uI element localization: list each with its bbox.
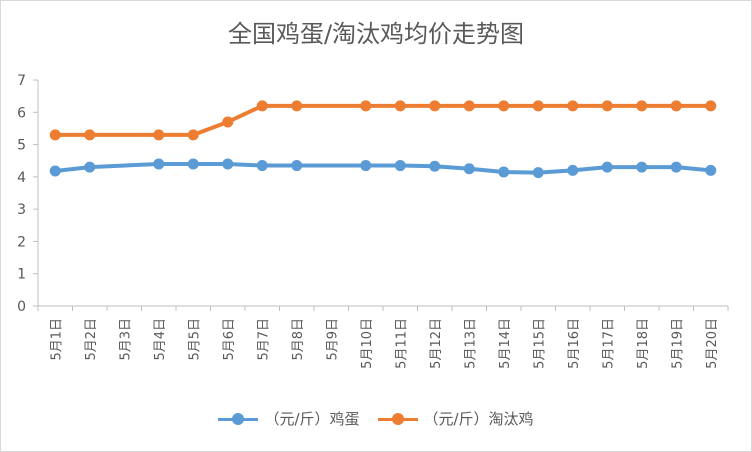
x-tick-label: 5月9日 bbox=[325, 318, 340, 361]
legend-item-egg: （元/斤）鸡蛋 bbox=[218, 408, 360, 429]
data-point bbox=[84, 161, 96, 173]
data-point bbox=[532, 100, 544, 112]
data-point bbox=[360, 100, 372, 112]
x-tick-label: 5月4日 bbox=[153, 318, 168, 361]
y-tick-label: 0 bbox=[17, 299, 26, 315]
x-tick-label: 5月5日 bbox=[187, 318, 202, 361]
x-tick-label: 5月16日 bbox=[567, 318, 582, 369]
y-tick-label: 2 bbox=[17, 234, 26, 250]
x-tick-label: 5月2日 bbox=[84, 318, 99, 361]
data-point bbox=[49, 165, 61, 177]
axes bbox=[37, 80, 728, 307]
data-point bbox=[705, 100, 717, 112]
data-point bbox=[498, 100, 510, 112]
data-point bbox=[601, 100, 613, 112]
x-axis-ticks: 5月1日 5月2日 5月3日 5月4日 5月5日 5月6日 5月7日 5月8日 5月9日 5月10… bbox=[37, 306, 729, 369]
y-tick-label: 3 bbox=[17, 202, 26, 218]
x-tick-label: 5月20日 bbox=[705, 318, 720, 369]
y-tick-label: 1 bbox=[17, 267, 26, 283]
data-point bbox=[429, 160, 441, 172]
x-tick-label: 5月11日 bbox=[394, 318, 409, 369]
data-point bbox=[360, 160, 372, 172]
x-tick-label: 5月15日 bbox=[532, 318, 547, 369]
data-point bbox=[49, 129, 61, 141]
legend-swatch-culled-hen bbox=[377, 412, 418, 426]
data-point bbox=[394, 100, 406, 112]
y-tick-label: 7 bbox=[17, 73, 26, 89]
series-line bbox=[53, 161, 713, 175]
x-tick-label: 5月17日 bbox=[601, 318, 616, 369]
y-tick-label: 4 bbox=[17, 170, 26, 186]
data-point bbox=[636, 161, 648, 173]
y-axis-ticks: 0 1 2 3 4 5 6 7 bbox=[17, 73, 38, 315]
legend-label-culled-hen: （元/斤）淘汰鸡 bbox=[423, 410, 534, 428]
y-tick-label: 5 bbox=[17, 138, 26, 154]
data-point bbox=[256, 100, 268, 112]
legend-item-culled-hen: （元/斤）淘汰鸡 bbox=[377, 408, 534, 429]
chart-title: 全国鸡蛋/淘汰鸡均价走势图 bbox=[227, 20, 525, 48]
data-point bbox=[567, 164, 579, 176]
x-tick-label: 5月14日 bbox=[498, 318, 513, 369]
series-0 bbox=[49, 158, 717, 179]
data-point bbox=[463, 163, 475, 175]
data-point bbox=[705, 164, 717, 176]
data-point bbox=[291, 100, 303, 112]
y-tick-label: 6 bbox=[17, 105, 26, 121]
data-point bbox=[394, 160, 406, 172]
data-point bbox=[567, 100, 579, 112]
x-tick-label: 5月13日 bbox=[463, 318, 478, 369]
x-tick-label: 5月19日 bbox=[670, 318, 685, 369]
data-point bbox=[84, 129, 96, 141]
x-tick-label: 5月18日 bbox=[636, 318, 651, 369]
x-tick-label: 5月1日 bbox=[49, 318, 64, 361]
data-point bbox=[256, 160, 268, 172]
x-tick-label: 5月7日 bbox=[256, 318, 271, 361]
data-point bbox=[463, 100, 475, 112]
data-point bbox=[153, 158, 165, 170]
data-point bbox=[429, 100, 441, 112]
data-point bbox=[636, 100, 648, 112]
data-point bbox=[187, 129, 199, 141]
x-tick-label: 5月3日 bbox=[118, 318, 133, 361]
data-point bbox=[153, 129, 165, 141]
legend-label-egg: （元/斤）鸡蛋 bbox=[264, 410, 360, 428]
data-point bbox=[670, 161, 682, 173]
x-tick-label: 5月12日 bbox=[429, 318, 444, 369]
data-point bbox=[291, 160, 303, 172]
data-point bbox=[532, 167, 544, 179]
series-1 bbox=[49, 100, 717, 141]
x-tick-label: 5月10日 bbox=[360, 318, 375, 369]
data-point bbox=[498, 166, 510, 178]
legend: （元/斤）鸡蛋 （元/斤）淘汰鸡 bbox=[0, 408, 752, 429]
series-line bbox=[53, 103, 713, 137]
x-tick-label: 5月8日 bbox=[291, 318, 306, 361]
data-point bbox=[601, 161, 613, 173]
data-point bbox=[222, 158, 234, 170]
data-point bbox=[670, 100, 682, 112]
x-tick-label: 5月6日 bbox=[222, 318, 237, 361]
data-point bbox=[222, 116, 234, 128]
legend-swatch-egg bbox=[218, 412, 259, 426]
data-point bbox=[187, 158, 199, 170]
series-layer bbox=[49, 100, 717, 179]
